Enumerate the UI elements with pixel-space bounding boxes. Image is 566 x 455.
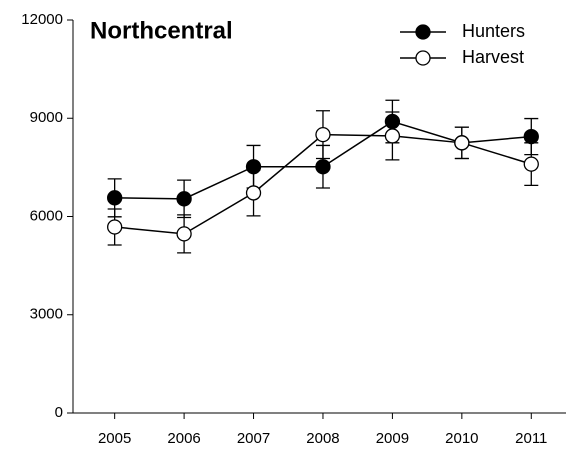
legend-marker <box>415 50 431 66</box>
x-tick-label: 2005 <box>98 430 131 447</box>
y-tick-label: 3000 <box>30 306 63 323</box>
y-tick-label: 12000 <box>21 11 63 28</box>
marker <box>245 159 262 175</box>
x-tick-label: 2009 <box>376 430 409 447</box>
marker <box>523 156 539 172</box>
y-tick-label: 6000 <box>30 207 63 224</box>
y-tick-label: 0 <box>55 404 63 421</box>
x-tick-label: 2007 <box>237 430 270 447</box>
marker <box>454 135 470 151</box>
marker <box>384 128 401 144</box>
marker <box>315 126 331 143</box>
x-tick-label: 2008 <box>306 430 339 447</box>
legend-marker <box>415 24 431 40</box>
marker <box>384 113 401 130</box>
x-tick-label: 2010 <box>445 430 478 447</box>
marker <box>315 159 331 175</box>
marker <box>176 226 192 242</box>
marker <box>107 219 123 235</box>
y-tick-label: 9000 <box>30 109 63 126</box>
legend-label: Harvest <box>462 47 524 67</box>
marker <box>523 128 539 145</box>
marker <box>176 191 192 207</box>
legend-label: Hunters <box>462 21 525 41</box>
x-tick-label: 2006 <box>167 430 200 447</box>
marker <box>245 185 262 201</box>
chart-title: Northcentral <box>90 17 233 44</box>
marker <box>107 190 123 206</box>
x-tick-label: 2011 <box>515 430 547 447</box>
